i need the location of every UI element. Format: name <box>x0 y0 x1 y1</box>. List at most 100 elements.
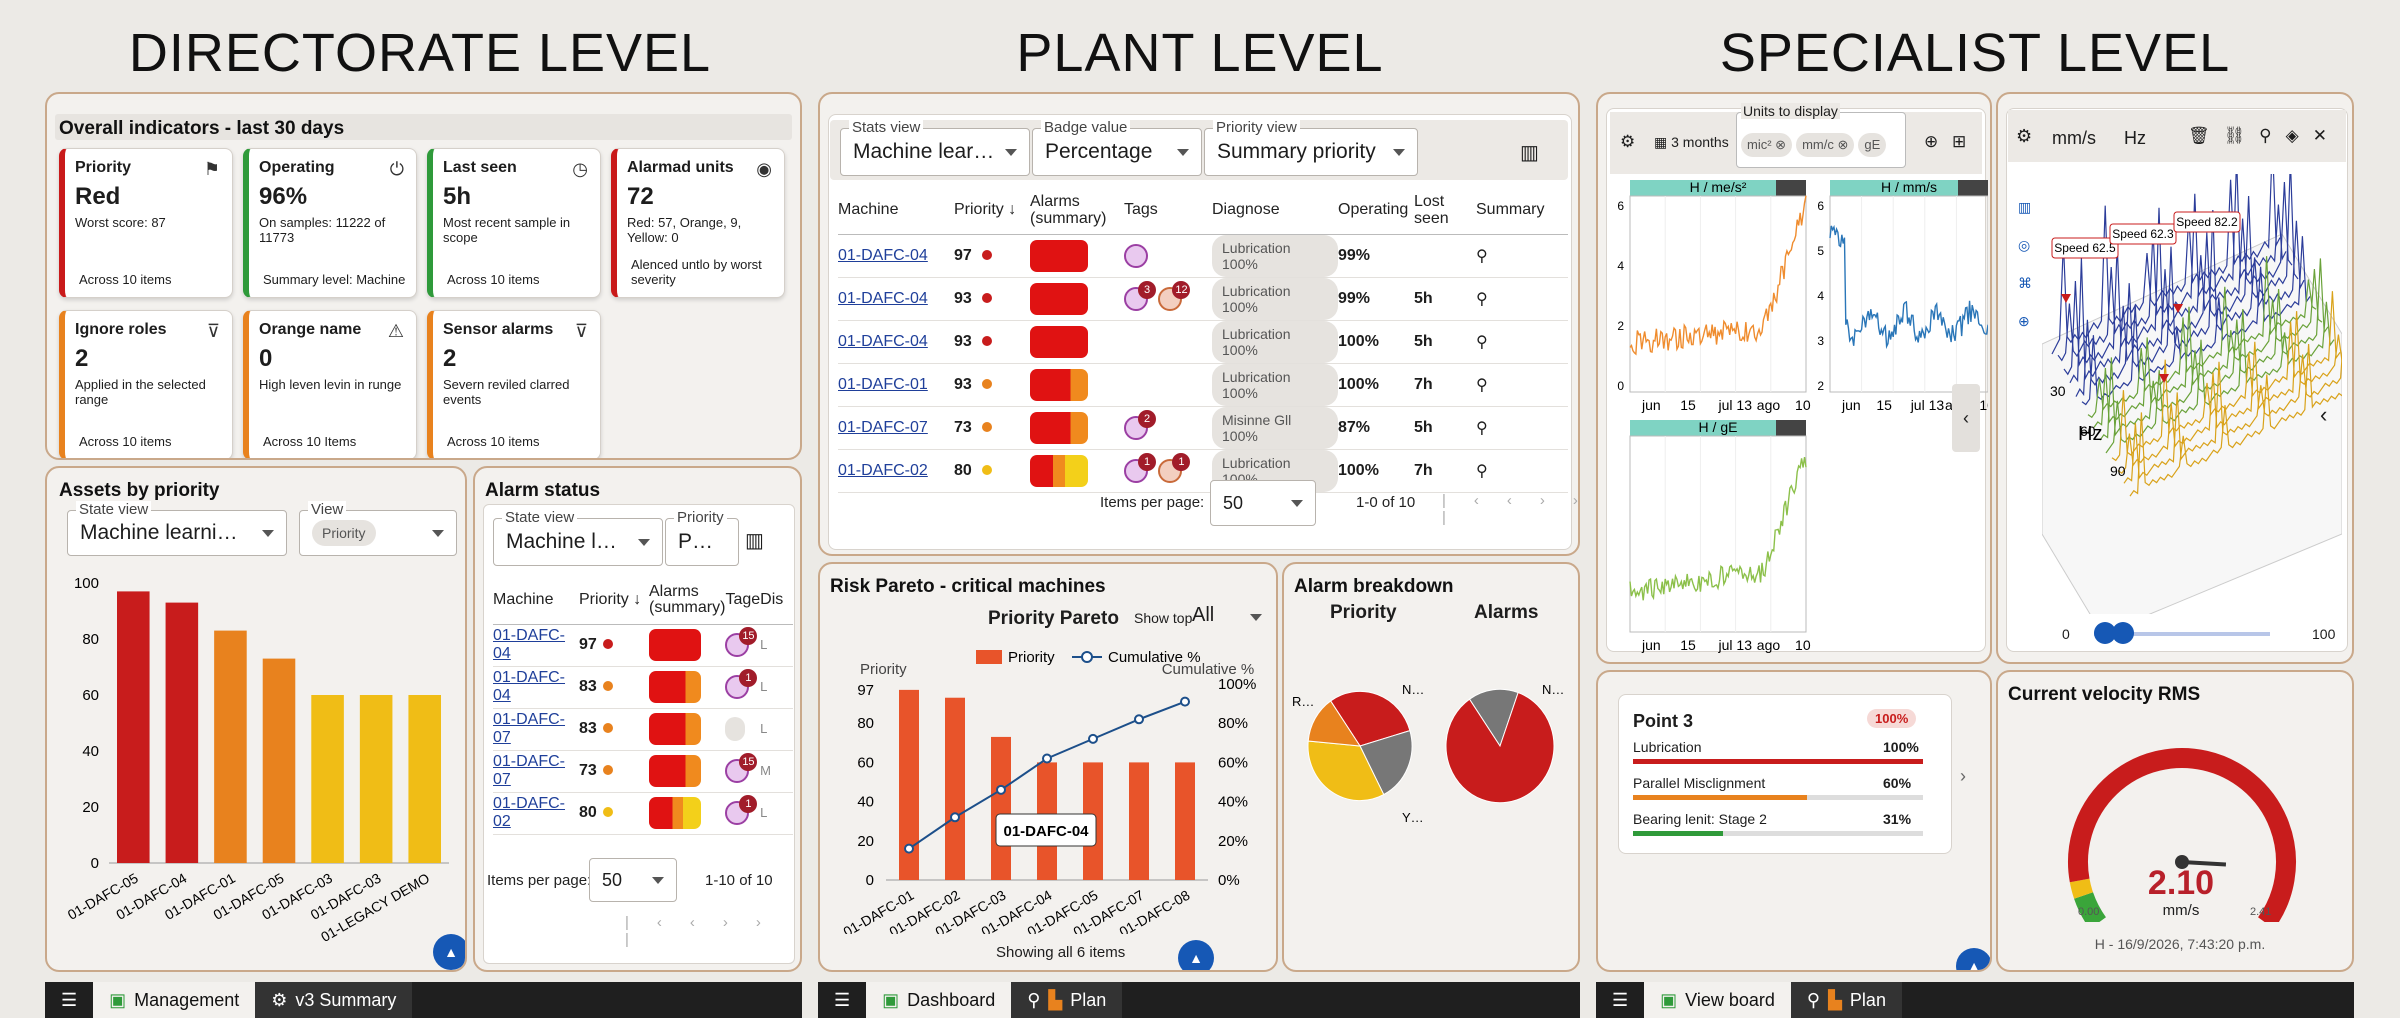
stats-view-select[interactable]: Stats view Machine lear… <box>840 119 1030 176</box>
table-row[interactable]: 01-DAFC-04 83 1 L <box>493 666 793 709</box>
tag-icon[interactable]: 1 <box>1124 452 1156 483</box>
slider-thumb-high[interactable] <box>2112 622 2134 644</box>
range-select[interactable]: ▦ 3 months <box>1654 134 1729 150</box>
search-icon[interactable]: ⚲ <box>1476 462 1488 480</box>
tag-icon[interactable] <box>1124 243 1148 268</box>
tag-icon[interactable]: 15 <box>725 753 758 783</box>
tag-icon[interactable]: 2 <box>1124 409 1156 440</box>
show-top-select[interactable]: All <box>1192 604 1215 626</box>
spectrum-trace <box>2129 343 2342 497</box>
tab-v3-summary[interactable]: ⚙ v3 Summary <box>255 982 413 1018</box>
table-row[interactable]: 01-DAFC-07 73 2 Misinne Gll 100% 87% 5h ⚲ <box>838 406 1568 450</box>
side-tool-icons[interactable]: ▥ ◎ ⌘ ⊕ <box>2018 199 2032 329</box>
search-icon[interactable]: ⚲ <box>1476 290 1488 308</box>
menu-icon[interactable]: ☰ <box>61 989 78 1010</box>
scroll-up-button[interactable]: ▲ <box>1178 940 1214 970</box>
tag-icon[interactable]: 15 <box>725 627 758 657</box>
export-icon[interactable]: ⊞ <box>1952 132 1967 151</box>
search-icon[interactable]: ⚲ <box>1476 333 1488 351</box>
table-row[interactable]: 01-DAFC-01 93 Lubrication 100% 100% 7h ⚲ <box>838 363 1568 407</box>
unit-hz[interactable]: Hz <box>2124 128 2146 148</box>
slider-thumb-low[interactable] <box>2094 622 2116 644</box>
machine-link[interactable]: 01-DAFC-04 <box>838 246 928 264</box>
machine-link[interactable]: 01-DAFC-04 <box>493 627 566 662</box>
tag-icon[interactable]: 12 <box>1158 280 1191 311</box>
settings-icon[interactable]: ⚙ <box>2016 126 2033 146</box>
tag-icon[interactable]: 1 <box>1158 452 1191 483</box>
tab-management[interactable]: ▣ Management <box>93 982 256 1018</box>
collapse-arrow[interactable]: ‹ <box>2320 402 2328 427</box>
badge-value-select[interactable]: Badge value Percentage <box>1032 119 1202 176</box>
settings-icon[interactable]: ⚙ <box>1620 132 1636 151</box>
tab-plan[interactable]: ⚲ ▙ Plan <box>1011 982 1123 1018</box>
machine-link[interactable]: 01-DAFC-07 <box>493 753 566 788</box>
priority-view-select[interactable]: Priority view Summary priority <box>1204 119 1418 176</box>
col-priority[interactable]: Priority ↓ <box>579 576 649 625</box>
table-row[interactable]: 01-DAFC-04 93 Lubrication 100% 100% 5h ⚲ <box>838 320 1568 364</box>
col-priority[interactable]: Priority ↓ <box>954 186 1030 235</box>
machine-link[interactable]: 01-DAFC-02 <box>493 795 566 830</box>
table-row[interactable]: 01-DAFC-02 80 1 L <box>493 792 793 835</box>
table-row[interactable]: 01-DAFC-02 80 1 1 Lubrication 100% 100% 7h ⚲ <box>838 449 1568 493</box>
gauge-needle <box>2181 860 2227 867</box>
pager-icons[interactable]: |‹‹›› | <box>625 914 789 948</box>
items-per-page-select[interactable]: 50 <box>589 858 677 902</box>
search-icon[interactable]: ⚲ <box>1476 376 1488 394</box>
zoom-icon[interactable]: ⊕ <box>1924 132 1939 151</box>
unit-chip-ge[interactable]: gE <box>1858 133 1887 157</box>
menu-icon[interactable]: ☰ <box>1612 989 1629 1010</box>
machine-link[interactable]: 01-DAFC-04 <box>838 289 928 307</box>
tab-plan[interactable]: ⚲ ▙ Plan <box>1790 982 1902 1018</box>
table-row[interactable]: 01-DAFC-07 83 L <box>493 708 793 751</box>
bottom-nav-specialist: ☰ ▣ View board ⚲ ▙ Plan <box>1596 982 2354 1018</box>
indicator-card[interactable]: Alarmad units ◉ 72 Red: 57, Orange, 9, Yell… <box>611 148 785 298</box>
unit-chip-mm[interactable]: mm/c ⊗ <box>1796 133 1855 157</box>
point-card[interactable]: Point 3 100% Lubrication 100% Parallel Mis… <box>1618 694 1952 854</box>
indicator-card[interactable]: Last seen ◷ 5h Most recent sample in scope A… <box>427 148 601 298</box>
col-machine[interactable]: Machine <box>838 186 954 235</box>
tab-dashboard[interactable]: ▣ Dashboard <box>866 982 1012 1018</box>
columns-icon[interactable]: ▥ <box>745 530 764 552</box>
scroll-up-button[interactable]: ▲ <box>433 934 465 970</box>
menu-icon[interactable]: ☰ <box>834 989 851 1010</box>
bar <box>214 630 247 863</box>
range-slider[interactable] <box>2094 632 2270 636</box>
search-icon[interactable]: ⚲ <box>1476 419 1488 437</box>
toolbar-icons[interactable]: 🗑⛓⚲◈✕ <box>2188 126 2341 145</box>
tag-icon[interactable]: 3 <box>1124 280 1156 311</box>
table-row[interactable]: 01-DAFC-07 73 15 M <box>493 750 793 793</box>
table-row[interactable]: 01-DAFC-04 97 15 L <box>493 624 793 667</box>
search-icon[interactable]: ⚲ <box>1476 247 1488 265</box>
machine-link[interactable]: 01-DAFC-04 <box>493 669 566 704</box>
assets-view-select[interactable]: View Priority <box>299 501 457 556</box>
collapse-arrow[interactable]: ‹ <box>1952 384 1980 452</box>
alarm-summary-bar <box>1030 239 1088 272</box>
table-row[interactable]: 01-DAFC-04 93 3 12 Lubrication 100% 99% 5h ⚲ <box>838 277 1568 321</box>
indicator-card[interactable]: Sensor alarms ⊽ 2 Severn reviled clarred ev… <box>427 310 601 458</box>
indicator-card[interactable]: Operating ⏻ 96% On samples: 11222 of 11773 S… <box>243 148 417 298</box>
items-per-page-select[interactable]: 50 <box>1210 480 1316 526</box>
pager-icons[interactable]: |‹‹›› | <box>1442 492 1578 526</box>
chevron-right-icon[interactable]: › <box>1960 766 1966 786</box>
indicator-card[interactable]: Ignore roles ⊽ 2 Applied in the selected ra… <box>59 310 233 458</box>
assets-state-select[interactable]: State view Machine learni… <box>67 501 287 556</box>
machine-link[interactable]: 01-DAFC-07 <box>838 418 928 436</box>
indicator-card[interactable]: Priority ⚑ Red Worst score: 87 Across 10 ite… <box>59 148 233 298</box>
col-machine[interactable]: Machine <box>493 576 579 625</box>
tab-view-board[interactable]: ▣ View board <box>1644 982 1791 1018</box>
machine-link[interactable]: 01-DAFC-02 <box>838 461 928 479</box>
unit-chip-mic[interactable]: mic² ⊗ <box>1741 133 1793 157</box>
tag-icon[interactable]: 1 <box>725 795 758 825</box>
alarm-priority-select[interactable]: Priority P… <box>665 509 739 566</box>
alarm-state-select[interactable]: State view Machine l… <box>493 509 663 566</box>
columns-icon[interactable]: ▥ <box>1520 142 1539 164</box>
machine-link[interactable]: 01-DAFC-07 <box>493 711 566 746</box>
units-select[interactable]: Units to display mic² ⊗ mm/c ⊗ gE <box>1736 103 1906 168</box>
tag-icon[interactable]: 1 <box>725 669 758 699</box>
machine-link[interactable]: 01-DAFC-01 <box>838 375 928 393</box>
indicator-card[interactable]: Orange name ⚠ 0 High leven levin in runge Ac… <box>243 310 417 458</box>
machine-link[interactable]: 01-DAFC-04 <box>838 332 928 350</box>
scroll-up-button[interactable]: ▲ <box>1956 948 1990 970</box>
unit-mms[interactable]: mm/s <box>2052 128 2096 148</box>
table-row[interactable]: 01-DAFC-04 97 Lubrication 100% 99% ⚲ <box>838 234 1568 278</box>
